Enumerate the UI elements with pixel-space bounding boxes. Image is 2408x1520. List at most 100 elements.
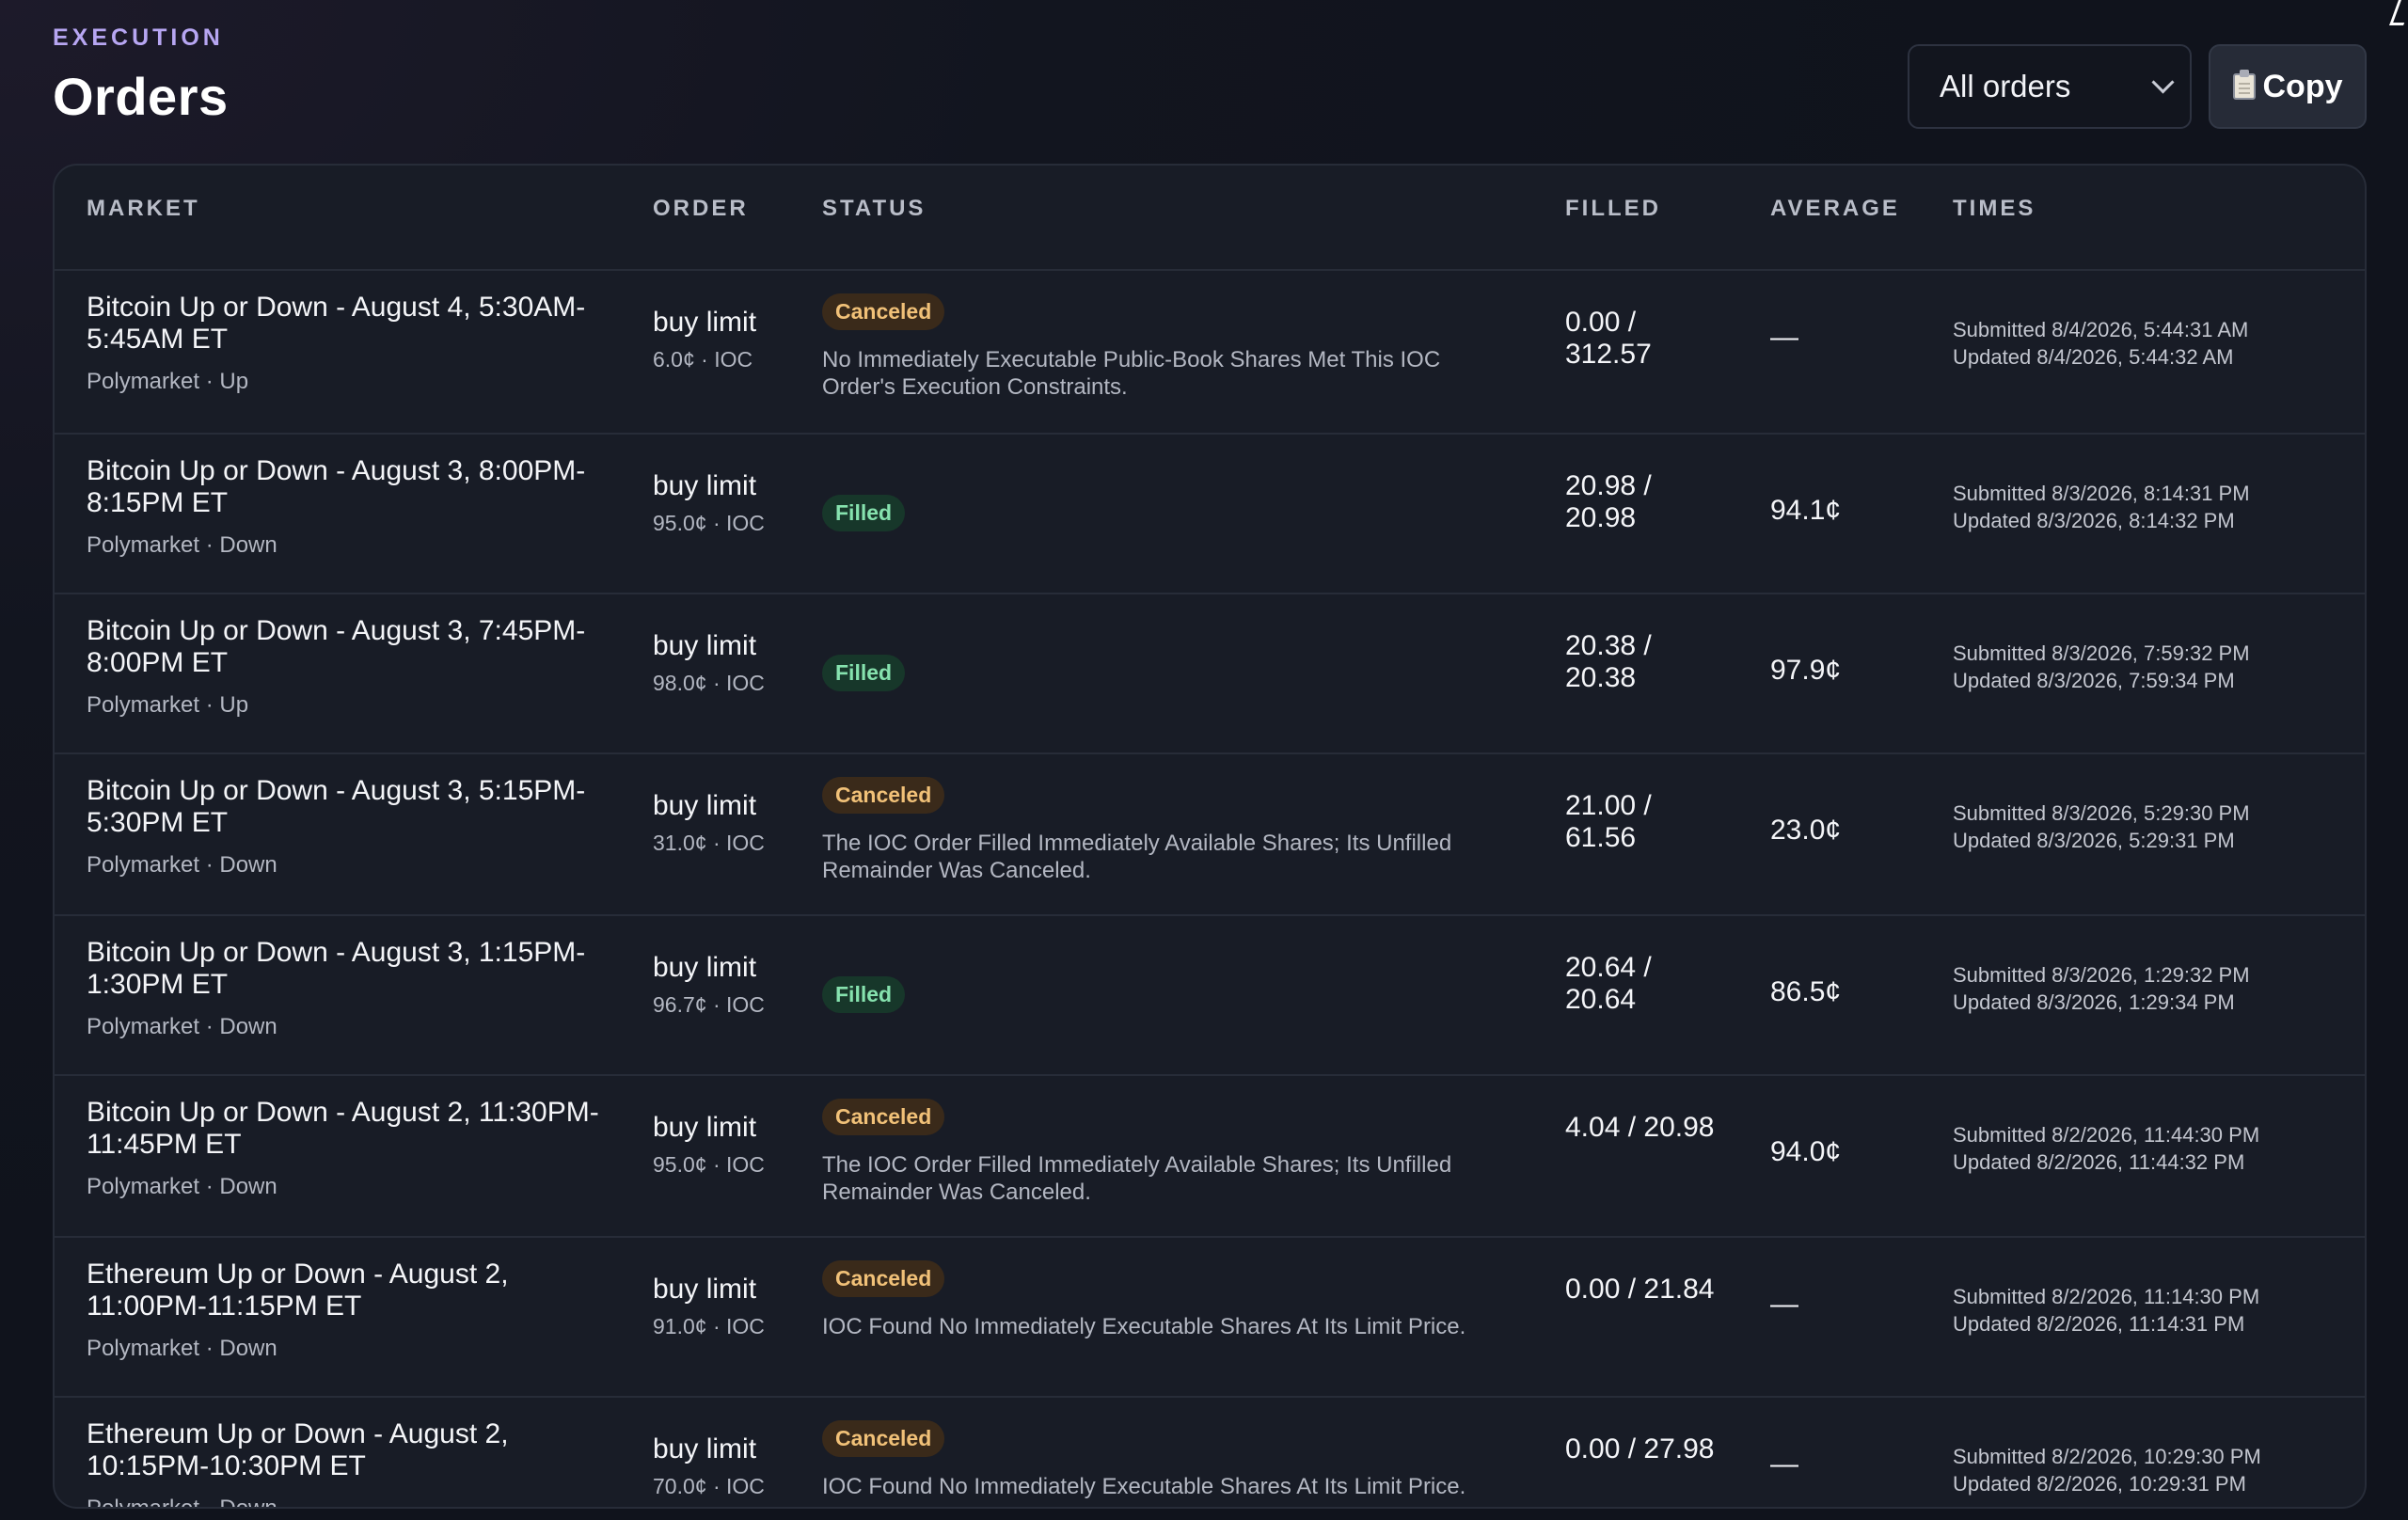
column-header-filled[interactable]: FILLED xyxy=(1565,196,1661,221)
status-badge: Canceled xyxy=(822,1099,945,1135)
status-message: The IOC Order Filled Immediately Availab… xyxy=(822,1152,1452,1205)
clipboard-icon xyxy=(2232,70,2256,100)
order-filter-value: All orders xyxy=(1940,69,2071,103)
table-row[interactable]: Bitcoin Up or Down - August 4, 5:30AM-5:… xyxy=(55,269,2365,435)
submitted-time: Submitted 8/2/2026, 11:14:30 PM xyxy=(1953,1285,2260,1308)
table-row[interactable]: Bitcoin Up or Down - August 2, 11:30PM-1… xyxy=(55,1074,2365,1238)
order-type: buy limit xyxy=(653,952,757,983)
market-title[interactable]: Bitcoin Up or Down - August 4, 5:30AM-5:… xyxy=(87,292,586,355)
chevron-down-icon xyxy=(2151,70,2175,94)
column-header-order[interactable]: ORDER xyxy=(653,196,749,221)
order-filter-select[interactable]: All orders xyxy=(1908,44,2192,129)
order-detail: 31.0¢ · IOC xyxy=(653,831,765,855)
table-row[interactable]: Bitcoin Up or Down - August 3, 7:45PM-8:… xyxy=(55,593,2365,754)
market-subtitle: Polymarket · Down xyxy=(87,532,277,558)
order-detail: 98.0¢ · IOC xyxy=(653,671,765,695)
filled-value: 4.04 / 20.98 xyxy=(1565,1112,1715,1143)
status-badge-wrap: Canceled xyxy=(822,1099,945,1135)
market-subtitle: Polymarket · Down xyxy=(87,852,277,878)
average-value: 86.5¢ xyxy=(1770,976,1842,1007)
filled-value: 21.00 / 61.56 xyxy=(1565,790,1652,853)
status-badge: Canceled xyxy=(822,777,945,814)
copy-button[interactable]: Copy xyxy=(2209,44,2367,129)
column-header-average[interactable]: AVERAGE xyxy=(1770,196,1900,221)
page-title: Orders xyxy=(53,67,229,126)
column-header-status[interactable]: STATUS xyxy=(822,196,927,221)
order-detail: 70.0¢ · IOC xyxy=(653,1474,765,1498)
header-controls: All orders Copy xyxy=(1908,44,2367,129)
table-row[interactable]: Ethereum Up or Down - August 2, 10:15PM-… xyxy=(55,1396,2365,1507)
filled-value: 0.00 / 27.98 xyxy=(1565,1433,1715,1465)
average-value: 97.9¢ xyxy=(1770,655,1842,686)
submitted-time: Submitted 8/2/2026, 11:44:30 PM xyxy=(1953,1123,2260,1147)
updated-time: Updated 8/2/2026, 10:29:31 PM xyxy=(1953,1472,2246,1496)
average-value: — xyxy=(1770,322,1798,353)
status-badge: Filled xyxy=(822,976,906,1013)
market-title[interactable]: Bitcoin Up or Down - August 2, 11:30PM-1… xyxy=(87,1097,599,1160)
status-message: IOC Found No Immediately Executable Shar… xyxy=(822,1474,1466,1499)
filled-value: 0.00 / 312.57 xyxy=(1565,307,1652,370)
order-detail: 95.0¢ · IOC xyxy=(653,1152,765,1177)
table-header: MARKET ORDER STATUS FILLED AVERAGE TIMES xyxy=(55,166,2365,269)
market-subtitle: Polymarket · Down xyxy=(87,1336,277,1361)
submitted-time: Submitted 8/3/2026, 8:14:31 PM xyxy=(1953,482,2250,505)
submitted-time: Submitted 8/2/2026, 10:29:30 PM xyxy=(1953,1445,2261,1468)
updated-time: Updated 8/4/2026, 5:44:32 AM xyxy=(1953,345,2234,369)
order-detail: 6.0¢ · IOC xyxy=(653,347,753,372)
market-subtitle: Polymarket · Down xyxy=(87,1174,277,1199)
orders-table: MARKET ORDER STATUS FILLED AVERAGE TIMES… xyxy=(53,164,2367,1509)
average-value: 94.1¢ xyxy=(1770,495,1842,526)
market-subtitle: Polymarket · Up xyxy=(87,692,249,718)
status-badge-wrap: Canceled xyxy=(822,777,945,814)
market-subtitle: Polymarket · Up xyxy=(87,369,249,394)
updated-time: Updated 8/3/2026, 8:14:32 PM xyxy=(1953,509,2235,532)
order-detail: 96.7¢ · IOC xyxy=(653,992,765,1017)
status-badge: Filled xyxy=(822,495,906,531)
filled-value: 20.98 / 20.98 xyxy=(1565,470,1652,533)
market-title[interactable]: Bitcoin Up or Down - August 3, 8:00PM-8:… xyxy=(87,455,586,518)
updated-time: Updated 8/3/2026, 7:59:34 PM xyxy=(1953,669,2235,692)
average-value: 94.0¢ xyxy=(1770,1136,1842,1167)
table-row[interactable]: Bitcoin Up or Down - August 3, 5:15PM-5:… xyxy=(55,752,2365,916)
submitted-time: Submitted 8/3/2026, 5:29:30 PM xyxy=(1953,801,2250,825)
status-message: The IOC Order Filled Immediately Availab… xyxy=(822,831,1452,883)
filled-value: 20.64 / 20.64 xyxy=(1565,952,1652,1015)
status-badge: Filled xyxy=(822,655,906,691)
updated-time: Updated 8/3/2026, 5:29:31 PM xyxy=(1953,829,2235,852)
market-title[interactable]: Bitcoin Up or Down - August 3, 5:15PM-5:… xyxy=(87,775,586,838)
column-header-market[interactable]: MARKET xyxy=(87,196,200,221)
order-type: buy limit xyxy=(653,1274,757,1305)
submitted-time: Submitted 8/4/2026, 5:44:31 AM xyxy=(1953,318,2249,341)
updated-time: Updated 8/3/2026, 1:29:34 PM xyxy=(1953,990,2235,1014)
order-detail: 95.0¢ · IOC xyxy=(653,511,765,535)
table-row[interactable]: Bitcoin Up or Down - August 3, 1:15PM-1:… xyxy=(55,914,2365,1076)
column-header-times[interactable]: TIMES xyxy=(1953,196,2036,221)
status-badge-wrap: Filled xyxy=(822,976,906,1013)
market-title[interactable]: Ethereum Up or Down - August 2, 11:00PM-… xyxy=(87,1259,509,1322)
market-title[interactable]: Bitcoin Up or Down - August 3, 1:15PM-1:… xyxy=(87,937,586,1000)
updated-time: Updated 8/2/2026, 11:14:31 PM xyxy=(1953,1312,2245,1336)
status-badge: Canceled xyxy=(822,1260,945,1297)
market-title[interactable]: Ethereum Up or Down - August 2, 10:15PM-… xyxy=(87,1418,509,1481)
order-detail: 91.0¢ · IOC xyxy=(653,1314,765,1338)
mouse-cursor-icon xyxy=(2389,0,2408,25)
status-badge-wrap: Canceled xyxy=(822,1420,945,1457)
filled-value: 0.00 / 21.84 xyxy=(1565,1274,1715,1305)
order-type: buy limit xyxy=(653,630,757,661)
market-subtitle: Polymarket · Down xyxy=(87,1014,277,1039)
order-type: buy limit xyxy=(653,1112,757,1143)
order-type: buy limit xyxy=(653,790,757,821)
table-row[interactable]: Bitcoin Up or Down - August 3, 8:00PM-8:… xyxy=(55,433,2365,594)
status-badge: Canceled xyxy=(822,1420,945,1457)
submitted-time: Submitted 8/3/2026, 7:59:32 PM xyxy=(1953,641,2250,665)
status-badge-wrap: Filled xyxy=(822,495,906,531)
order-type: buy limit xyxy=(653,1433,757,1465)
status-badge: Canceled xyxy=(822,293,945,330)
submitted-time: Submitted 8/3/2026, 1:29:32 PM xyxy=(1953,963,2250,987)
status-message: No Immediately Executable Public-Book Sh… xyxy=(822,347,1441,400)
table-row[interactable]: Ethereum Up or Down - August 2, 11:00PM-… xyxy=(55,1236,2365,1398)
status-message: IOC Found No Immediately Executable Shar… xyxy=(822,1314,1466,1339)
status-badge-wrap: Canceled xyxy=(822,293,945,330)
market-title[interactable]: Bitcoin Up or Down - August 3, 7:45PM-8:… xyxy=(87,615,586,678)
